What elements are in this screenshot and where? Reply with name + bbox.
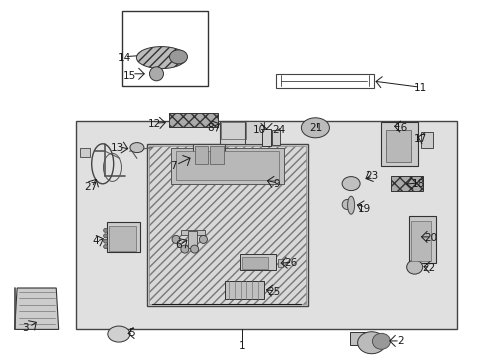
Text: 6: 6 (175, 240, 182, 250)
Text: 2: 2 (397, 336, 404, 346)
Polygon shape (15, 288, 59, 329)
Bar (390, 176, 422, 191)
Ellipse shape (190, 245, 198, 253)
Text: 11: 11 (413, 83, 427, 93)
Ellipse shape (108, 326, 129, 342)
Text: 22: 22 (422, 263, 435, 273)
Text: 20: 20 (423, 233, 436, 243)
Ellipse shape (172, 235, 180, 243)
Bar (168, 113, 217, 127)
Text: 7: 7 (170, 161, 177, 171)
Bar (420, 132, 432, 148)
Bar (149, 146, 305, 304)
Ellipse shape (181, 245, 188, 253)
Text: 21: 21 (308, 123, 322, 133)
Bar (224, 281, 264, 299)
Text: 3: 3 (22, 323, 29, 333)
Ellipse shape (301, 118, 329, 138)
Text: 15: 15 (122, 71, 136, 81)
Text: 9: 9 (272, 179, 279, 189)
Text: 26: 26 (284, 258, 297, 268)
Bar (349, 332, 368, 345)
Text: 8: 8 (206, 123, 213, 133)
Ellipse shape (199, 235, 207, 243)
Ellipse shape (149, 67, 163, 81)
Bar (194, 146, 208, 164)
Text: 14: 14 (118, 53, 131, 63)
Ellipse shape (103, 239, 107, 243)
Ellipse shape (136, 46, 186, 69)
Text: 25: 25 (266, 287, 280, 297)
Bar (76, 121, 456, 329)
Text: 23: 23 (364, 171, 378, 181)
Ellipse shape (342, 199, 351, 210)
Bar (108, 226, 136, 251)
Text: 19: 19 (357, 204, 370, 214)
Ellipse shape (342, 177, 359, 190)
Text: 13: 13 (110, 143, 124, 153)
Bar (276, 74, 373, 88)
Text: 5: 5 (127, 328, 134, 338)
Ellipse shape (372, 333, 389, 349)
Bar (277, 259, 282, 267)
Text: 16: 16 (393, 123, 407, 133)
Bar (210, 146, 224, 164)
Bar (193, 144, 224, 166)
Ellipse shape (169, 50, 187, 64)
Ellipse shape (103, 228, 107, 233)
Text: 4: 4 (92, 236, 99, 246)
Bar (176, 151, 278, 180)
Bar (386, 130, 410, 162)
Ellipse shape (347, 196, 354, 214)
Bar (106, 222, 140, 252)
Bar (171, 148, 283, 184)
Text: 12: 12 (147, 119, 161, 129)
Text: 27: 27 (83, 182, 97, 192)
Bar (220, 121, 246, 144)
Text: 17: 17 (413, 134, 427, 144)
Bar (410, 221, 430, 261)
Bar (146, 144, 307, 306)
Bar (181, 230, 205, 235)
Bar (221, 122, 245, 139)
Bar (244, 121, 264, 144)
Ellipse shape (357, 332, 385, 354)
Ellipse shape (130, 143, 143, 153)
Text: 10: 10 (252, 125, 265, 135)
Bar (241, 257, 268, 269)
Bar (122, 11, 207, 86)
Text: 1: 1 (238, 341, 245, 351)
Bar (381, 122, 417, 166)
Ellipse shape (103, 244, 107, 249)
Ellipse shape (406, 260, 422, 274)
Ellipse shape (103, 234, 107, 238)
Bar (272, 130, 279, 145)
Bar (80, 148, 90, 157)
Bar (188, 231, 197, 248)
Bar (239, 254, 276, 270)
Text: 24: 24 (271, 125, 285, 135)
Bar (408, 216, 435, 263)
Bar (261, 129, 271, 146)
Text: 18: 18 (410, 179, 424, 189)
